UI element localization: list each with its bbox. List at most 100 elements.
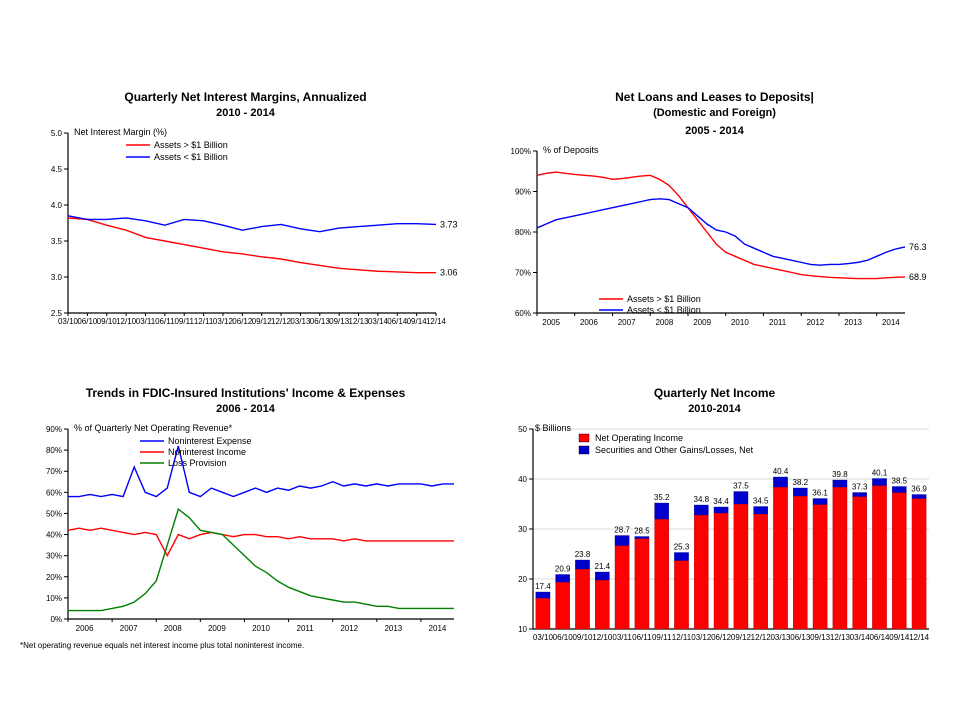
panel-b-subtitle1: (Domestic and Foreign) (489, 107, 940, 119)
svg-text:06/11: 06/11 (155, 317, 175, 326)
svg-text:12/13: 12/13 (349, 317, 370, 326)
svg-text:09/13: 09/13 (329, 317, 350, 326)
svg-text:06/10: 06/10 (553, 633, 574, 642)
svg-text:4.5: 4.5 (51, 165, 63, 174)
panel-d-title: Quarterly Net Income (489, 386, 940, 401)
svg-text:03/13: 03/13 (770, 633, 791, 642)
chart-page: Quarterly Net Interest Margins, Annualiz… (0, 0, 960, 720)
svg-text:35.2: 35.2 (654, 493, 670, 502)
svg-text:2014: 2014 (882, 318, 900, 327)
svg-text:2007: 2007 (120, 624, 138, 633)
panel-income-expenses: Trends in FDIC-Insured Institutions' Inc… (20, 386, 471, 686)
svg-text:34.8: 34.8 (694, 495, 710, 504)
svg-text:40.4: 40.4 (773, 467, 789, 476)
svg-text:3.5: 3.5 (51, 237, 63, 246)
svg-text:09/13: 09/13 (810, 633, 831, 642)
svg-text:Noninterest Income: Noninterest Income (168, 447, 246, 457)
svg-text:09/11: 09/11 (174, 317, 194, 326)
svg-text:03/10: 03/10 (58, 317, 79, 326)
svg-text:2006: 2006 (580, 318, 598, 327)
svg-text:28.5: 28.5 (634, 527, 650, 536)
svg-text:Loss Provision: Loss Provision (168, 458, 227, 468)
svg-text:34.4: 34.4 (713, 497, 729, 506)
svg-text:09/10: 09/10 (97, 317, 118, 326)
svg-text:12/10: 12/10 (116, 317, 137, 326)
panel-a-svg: 2.53.03.54.04.55.003/1006/1009/1012/1003… (20, 125, 470, 335)
panel-c-subtitle: 2006 - 2014 (20, 403, 471, 415)
svg-text:17.4: 17.4 (535, 582, 551, 591)
svg-text:2014: 2014 (429, 624, 447, 633)
svg-text:03/12: 03/12 (691, 633, 712, 642)
svg-text:3.06: 3.06 (440, 268, 458, 278)
svg-text:$ Billions: $ Billions (535, 423, 572, 433)
svg-text:40%: 40% (46, 531, 62, 540)
svg-text:03/12: 03/12 (213, 317, 234, 326)
svg-text:70%: 70% (515, 269, 531, 278)
svg-text:09/14: 09/14 (889, 633, 910, 642)
panel-a-title: Quarterly Net Interest Margins, Annualiz… (20, 90, 471, 105)
svg-text:2010: 2010 (252, 624, 270, 633)
svg-text:50: 50 (518, 425, 527, 434)
svg-text:12/14: 12/14 (909, 633, 930, 642)
svg-text:Assets < $1 Billion: Assets < $1 Billion (627, 305, 701, 315)
svg-text:80%: 80% (515, 228, 531, 237)
svg-text:09/10: 09/10 (572, 633, 593, 642)
svg-text:20: 20 (518, 575, 527, 584)
svg-text:Assets > $1 Billion: Assets > $1 Billion (154, 140, 228, 150)
svg-text:Net Operating Income: Net Operating Income (595, 433, 683, 443)
svg-text:12/11: 12/11 (672, 633, 692, 642)
svg-text:36.9: 36.9 (911, 485, 927, 494)
svg-text:2011: 2011 (297, 624, 315, 633)
panel-c-svg: 0%10%20%30%40%50%60%70%80%90%20062007200… (20, 421, 470, 639)
svg-text:30: 30 (518, 525, 527, 534)
svg-text:09/12: 09/12 (252, 317, 273, 326)
svg-text:30%: 30% (46, 552, 62, 561)
svg-text:Assets < $1 Billion: Assets < $1 Billion (154, 152, 228, 162)
panel-b-subtitle2: 2005 - 2014 (489, 125, 940, 137)
svg-text:50%: 50% (46, 509, 62, 518)
svg-text:2008: 2008 (164, 624, 182, 633)
svg-text:60%: 60% (515, 309, 531, 318)
svg-text:2013: 2013 (844, 318, 862, 327)
svg-text:06/10: 06/10 (77, 317, 98, 326)
panel-loans-leases-deposits: Net Loans and Leases to Deposits| (Domes… (489, 90, 940, 370)
svg-text:90%: 90% (515, 188, 531, 197)
svg-text:Securities and Other Gains/Los: Securities and Other Gains/Losses, Net (595, 445, 754, 455)
svg-text:80%: 80% (46, 446, 62, 455)
svg-text:06/12: 06/12 (232, 317, 253, 326)
panel-d-svg: 1020304050$ Billions17.420.923.821.428.7… (489, 421, 939, 653)
svg-text:76.3: 76.3 (909, 242, 927, 252)
panel-c-title: Trends in FDIC-Insured Institutions' Inc… (20, 386, 471, 401)
svg-text:0%: 0% (50, 615, 62, 624)
svg-text:03/14: 03/14 (368, 317, 389, 326)
svg-text:12/12: 12/12 (751, 633, 772, 642)
svg-text:38.5: 38.5 (892, 477, 908, 486)
svg-text:37.3: 37.3 (852, 483, 868, 492)
svg-text:Noninterest Expense: Noninterest Expense (168, 436, 252, 446)
svg-text:10%: 10% (46, 594, 62, 603)
svg-text:36.1: 36.1 (812, 489, 828, 498)
svg-text:2009: 2009 (693, 318, 711, 327)
svg-text:68.9: 68.9 (909, 272, 927, 282)
svg-text:60%: 60% (46, 488, 62, 497)
svg-text:12/14: 12/14 (426, 317, 447, 326)
panel-a-subtitle: 2010 - 2014 (20, 107, 471, 119)
svg-text:12/11: 12/11 (194, 317, 214, 326)
svg-text:28.7: 28.7 (614, 526, 630, 535)
svg-text:Net Interest Margin (%): Net Interest Margin (%) (74, 127, 167, 137)
svg-text:% of Quarterly Net Operating R: % of Quarterly Net Operating Revenue* (74, 423, 233, 433)
svg-text:2005: 2005 (542, 318, 560, 327)
svg-text:2006: 2006 (76, 624, 94, 633)
svg-text:06/14: 06/14 (869, 633, 890, 642)
svg-text:2008: 2008 (655, 318, 673, 327)
svg-text:20.9: 20.9 (555, 565, 571, 574)
svg-text:03/10: 03/10 (533, 633, 554, 642)
svg-text:23.8: 23.8 (575, 550, 591, 559)
panel-d-subtitle: 2010-2014 (489, 403, 940, 415)
svg-text:5.0: 5.0 (51, 129, 63, 138)
svg-text:37.5: 37.5 (733, 482, 749, 491)
svg-text:40.1: 40.1 (872, 469, 888, 478)
svg-text:3.0: 3.0 (51, 273, 63, 282)
svg-text:03/13: 03/13 (290, 317, 311, 326)
svg-text:2009: 2009 (208, 624, 226, 633)
